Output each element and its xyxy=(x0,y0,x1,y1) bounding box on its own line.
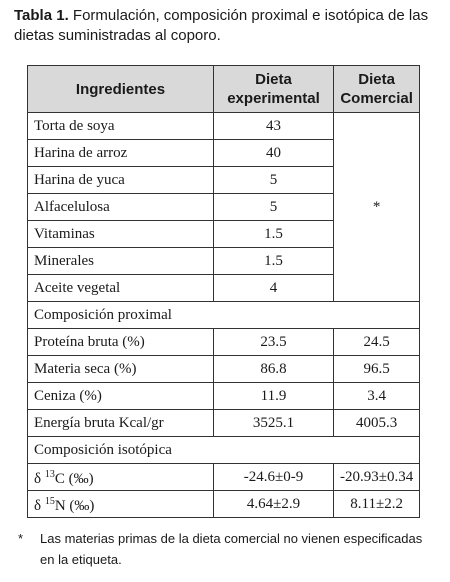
isotopic-row: δ 13C (‰) -24.6±0-9 -20.93±0.34 xyxy=(27,463,421,491)
footnote-mark: * xyxy=(18,531,24,546)
proximal-name: Materia seca (%) xyxy=(27,355,214,383)
ingredient-name: Alfacelulosa xyxy=(27,193,214,221)
ingredient-value: 40 xyxy=(213,139,334,167)
ingredient-value: 1.5 xyxy=(213,247,334,275)
diet-table: Ingredientes Dieta experimental Dieta Co… xyxy=(26,65,421,518)
ingredient-row: Alfacelulosa 5 xyxy=(27,193,420,221)
ingredient-name: Aceite vegetal xyxy=(27,274,214,302)
header-comercial: Dieta Comercial xyxy=(332,65,421,113)
header-experimental: Dieta experimental xyxy=(213,65,334,113)
proximal-com: 24.5 xyxy=(332,328,421,356)
proximal-com: 4005.3 xyxy=(332,409,421,437)
ingredient-value: 5 xyxy=(213,166,334,194)
isotopic-com: -20.93±0.34 xyxy=(332,463,421,491)
ingredient-name: Harina de arroz xyxy=(27,139,214,167)
isotope-mass: 15 xyxy=(44,496,55,507)
isotopic-name: δ 13C (‰) xyxy=(27,463,214,491)
footnote-text: Las materias primas de la dieta comercia… xyxy=(40,531,423,567)
ingredient-name: Torta de soya xyxy=(27,112,214,140)
ingredient-row: Harina de arroz 40 xyxy=(27,139,420,167)
isotopic-exp: -24.6±0-9 xyxy=(213,463,334,491)
isotopic-com: 8.11±2.2 xyxy=(332,490,421,518)
proximal-exp: 86.8 xyxy=(213,355,334,383)
proximal-exp: 3525.1 xyxy=(213,409,334,437)
isotope-suffix: C (‰) xyxy=(54,471,94,487)
ingredient-row: Vitaminas 1.5 xyxy=(27,220,420,248)
proximal-section-row: Composición proximal xyxy=(26,301,421,329)
proximal-row: Ceniza (%) 11.9 3.4 xyxy=(27,382,421,410)
caption-text: Formulación, composición proximal e isot… xyxy=(14,7,429,44)
proximal-name: Ceniza (%) xyxy=(27,382,214,410)
proximal-row: Energía bruta Kcal/gr 3525.1 4005.3 xyxy=(27,409,421,437)
isotopic-row: δ 15N (‰) 4.64±2.9 8.11±2.2 xyxy=(27,490,421,518)
isotope-suffix: N (‰) xyxy=(54,498,95,514)
isotope-mass: 13 xyxy=(44,469,55,480)
ingredient-row: Aceite vegetal 4 xyxy=(27,274,420,302)
proximal-com: 3.4 xyxy=(332,382,421,410)
table-caption: Tabla 1. Formulación, composición proxim… xyxy=(14,6,438,46)
isotopic-exp: 4.64±2.9 xyxy=(213,490,334,518)
isotopic-section-row: Composición isotópica xyxy=(26,436,421,464)
proximal-row: Proteína bruta (%) 23.5 24.5 xyxy=(27,328,421,356)
table-body: Torta de soya 43 * Harina de arroz 40 Harina … xyxy=(26,112,421,518)
commercial-ingredients-mark: * xyxy=(332,112,421,302)
footnote: * Las materias primas de la dieta comerc… xyxy=(18,528,438,570)
ingredient-value: 43 xyxy=(213,112,334,140)
caption-label: Tabla 1. xyxy=(14,7,69,24)
proximal-name: Energía bruta Kcal/gr xyxy=(27,409,214,437)
ingredient-value: 5 xyxy=(213,193,334,221)
isotopic-name: δ 15N (‰) xyxy=(27,490,214,518)
isotopic-section-title: Composición isotópica xyxy=(26,436,421,464)
proximal-name: Proteína bruta (%) xyxy=(27,328,214,356)
header-row: Ingredientes Dieta experimental Dieta Co… xyxy=(27,65,421,113)
proximal-exp: 11.9 xyxy=(213,382,334,410)
ingredient-value: 4 xyxy=(213,274,334,302)
proximal-row: Materia seca (%) 86.8 96.5 xyxy=(27,355,421,383)
ingredient-value: 1.5 xyxy=(213,220,334,248)
ingredient-name: Vitaminas xyxy=(27,220,214,248)
isotope-prefix: δ xyxy=(34,471,45,487)
ingredient-name: Harina de yuca xyxy=(27,166,214,194)
ingredient-name: Minerales xyxy=(27,247,214,275)
proximal-exp: 23.5 xyxy=(213,328,334,356)
ingredient-row: Harina de yuca 5 xyxy=(27,166,420,194)
ingredient-row: Minerales 1.5 xyxy=(27,247,420,275)
isotope-prefix: δ xyxy=(34,498,45,514)
header-ingredientes: Ingredientes xyxy=(27,65,214,113)
ingredient-row: Torta de soya 43 * xyxy=(27,112,421,302)
proximal-section-title: Composición proximal xyxy=(26,301,421,329)
proximal-com: 96.5 xyxy=(332,355,421,383)
